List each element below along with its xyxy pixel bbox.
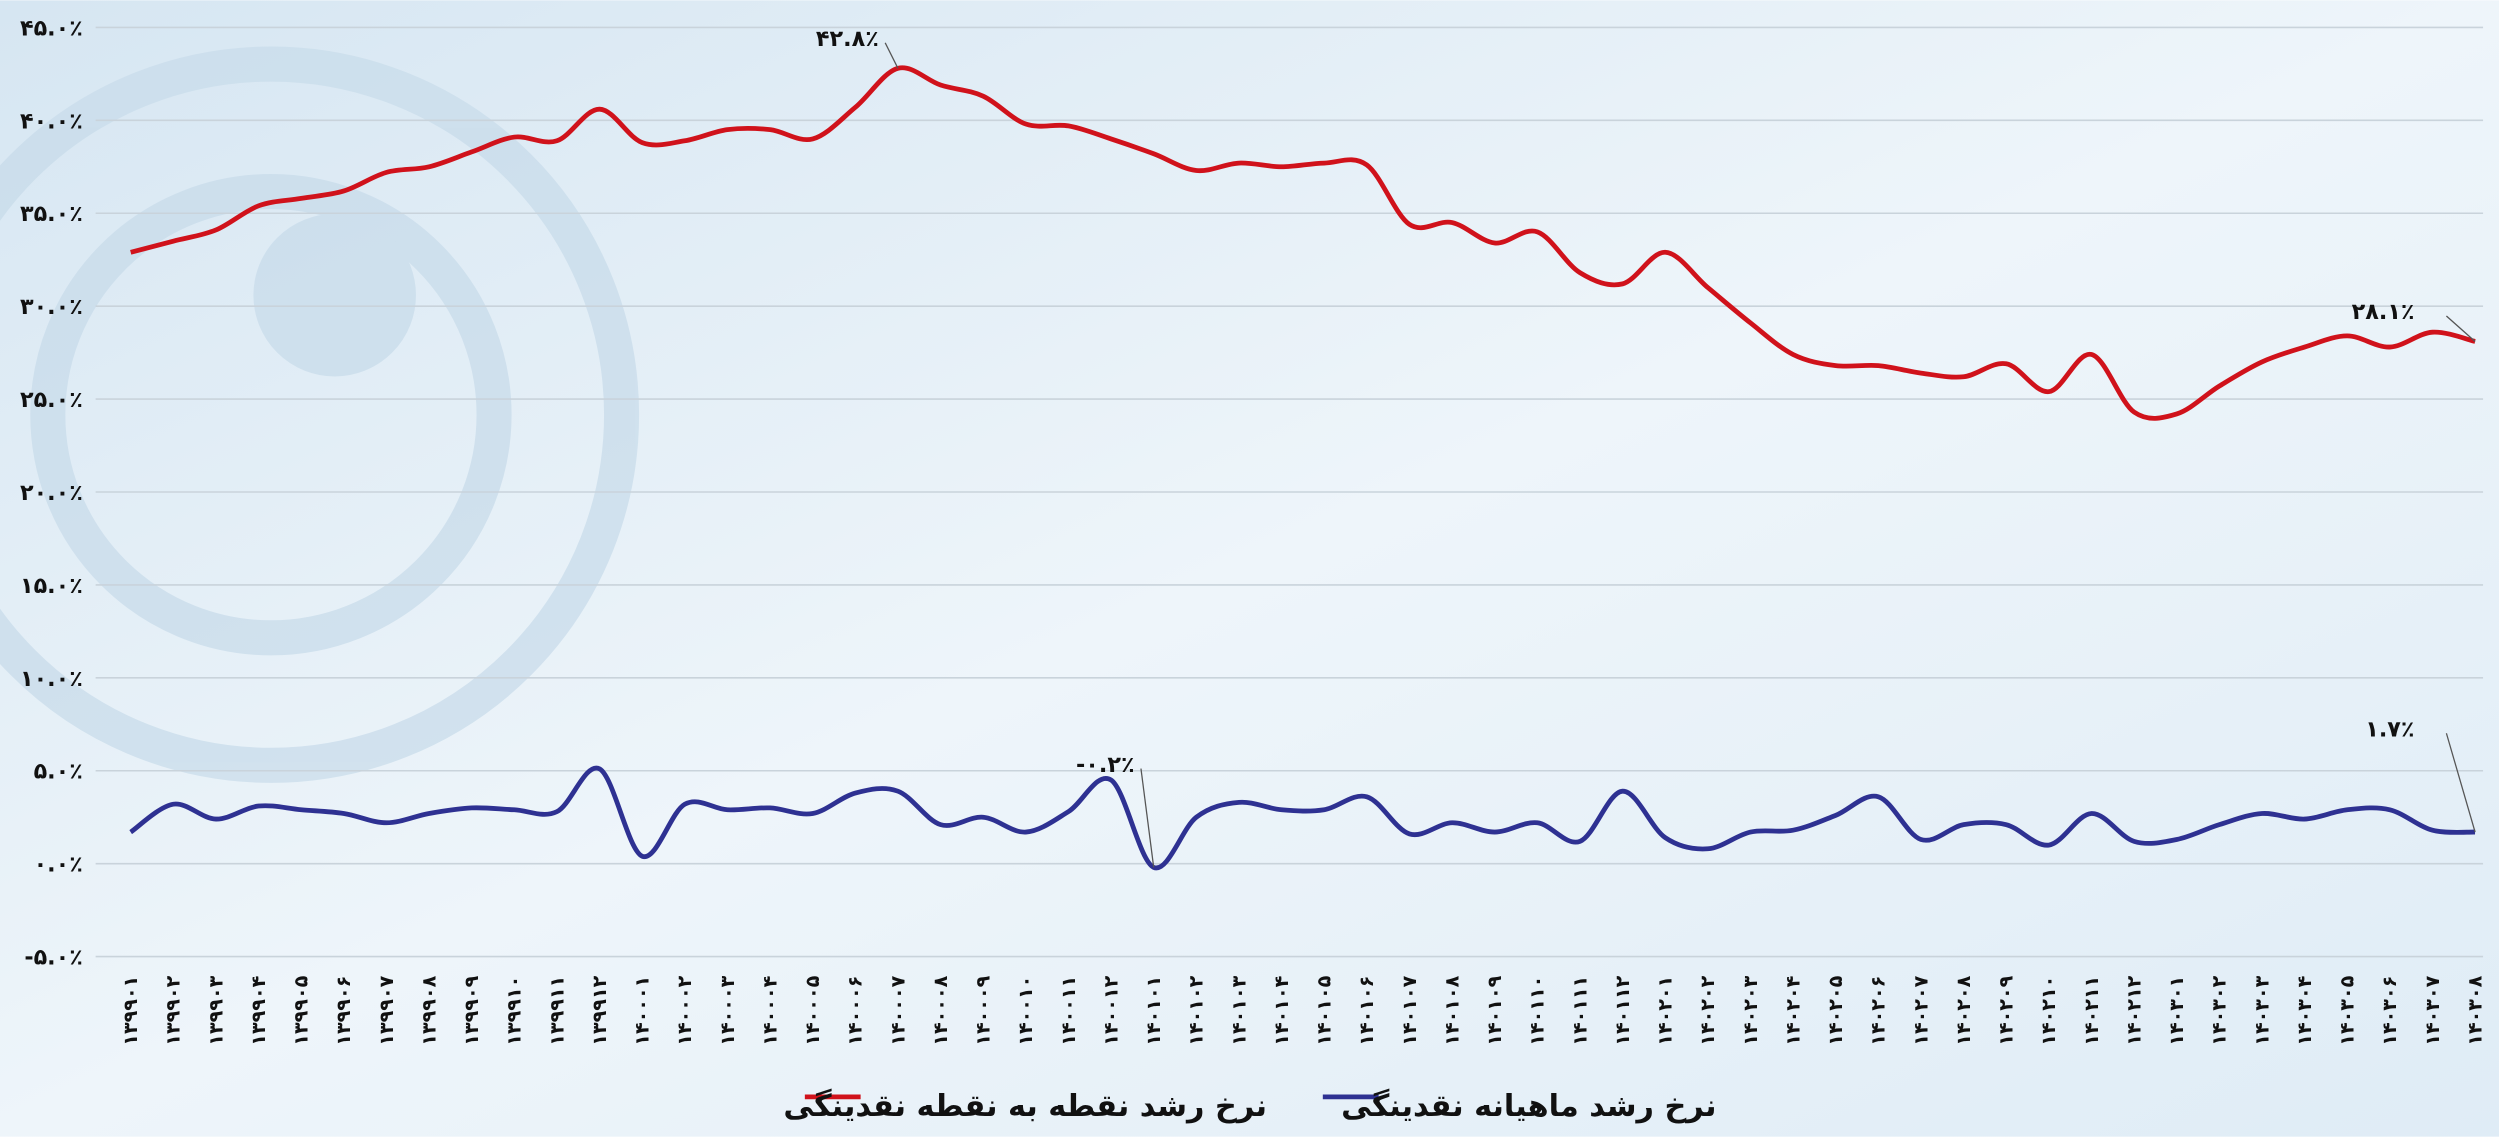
x-tick-label: ۱۴۰۲۰۷: [1909, 975, 1932, 1045]
x-tick-label: ۱۴۰۳۰۷: [2421, 975, 2444, 1045]
x-tick-label: ۱۴۰۱۰۲: [1185, 975, 1208, 1045]
y-tick-label: ۳۰.۰٪: [20, 294, 83, 320]
data-label: ۲۸.۱٪: [2352, 299, 2415, 325]
annotation-leader: [2445, 315, 2476, 342]
x-tick-label: ۱۴۰۰۰۵: [801, 975, 824, 1045]
x-tick-label: ۱۴۰۱۱۱: [1568, 976, 1591, 1046]
x-tick-label: ۱۴۰۲۰۴: [1781, 976, 1804, 1046]
x-tick-label: ۱۳۹۹۰۶: [332, 976, 355, 1046]
x-tick-label: ۱۴۰۰۱۲: [1099, 975, 1122, 1045]
y-tick-label: ۵.۰٪: [34, 759, 83, 785]
watermark: [0, 46, 639, 783]
x-tick-label: ۱۴۰۳۰۵: [2336, 975, 2359, 1045]
x-tick-label: ۱۳۹۹۰۹: [460, 975, 483, 1045]
legend-label: نرخ رشد نقطه به نقطه نقدینگی: [783, 1088, 1267, 1124]
y-tick-label: ۰.۰٪: [34, 852, 83, 878]
x-tick-label: ۱۴۰۳۰۱: [2165, 976, 2188, 1046]
series-line: [129, 765, 2476, 871]
x-tick-label: ۱۴۰۳۰۲: [2208, 975, 2231, 1045]
y-tick-label: ۲۵.۰٪: [20, 387, 83, 413]
x-tick-label: ۱۴۰۰۰۱: [631, 976, 654, 1046]
x-tick-label: ۱۴۰۱۰۶: [1355, 976, 1378, 1046]
x-tick-label: ۱۴۰۲۰۶: [1867, 976, 1890, 1046]
x-tick-label: ۱۴۰۰۱۱: [1057, 976, 1080, 1046]
x-tick-label: ۱۴۰۲۰۹: [1995, 975, 2018, 1045]
x-tick-label: ۱۳۹۹۰۸: [417, 975, 440, 1045]
series-line: [130, 65, 2476, 421]
x-tick-label: ۱۴۰۳۰۴: [2293, 976, 2316, 1046]
x-tick-label: ۱۴۰۲۰۱: [1654, 976, 1677, 1046]
data-label: ۴۲.۸٪: [816, 26, 879, 52]
plot: ۴۲.۸٪ ۲۸.۱٪ -۰.۲٪ ۱.۷٪: [129, 26, 2476, 871]
grid: -۵.۰٪ ۰.۰٪ ۵.۰٪ ۱۰.۰٪ ۱۵.۰٪ ۲۰.۰٪ ۲۵.۰٪ ۳۰.۰٪ ۳۵…: [20, 15, 2487, 1045]
y-tick-label: ۲۰.۰٪: [20, 480, 83, 506]
x-tick-label: ۱۴۰۳۰۸: [2463, 975, 2486, 1045]
legend-label: نرخ رشد ماهیانه نقدینگی: [1341, 1088, 1716, 1124]
x-tick-label: ۱۴۰۰۰۲: [673, 975, 696, 1045]
x-tick-label: ۱۴۰۳۰۶: [2378, 976, 2401, 1046]
x-tick-label: ۱۳۹۹۰۵: [290, 975, 313, 1045]
x-tick-label: ۱۴۰۲۰۲: [1696, 975, 1719, 1045]
data-label: ۱.۷٪: [2365, 716, 2414, 742]
y-tick-label: -۵.۰٪: [24, 945, 83, 971]
x-tick-label: ۱۴۰۳۰۳: [2250, 975, 2273, 1045]
x-tick-label: ۱۴۰۲۱۲: [2122, 975, 2145, 1045]
x-tick-label: ۱۳۹۹۰۷: [375, 975, 398, 1045]
x-tick-label: ۱۳۹۹۰۴: [247, 976, 270, 1046]
x-tick-label: ۱۴۰۰۱۰: [1014, 976, 1037, 1046]
x-tick-label: ۱۴۰۱۰۷: [1398, 975, 1421, 1045]
y-tick-label: ۴۰.۰٪: [20, 108, 83, 134]
x-tick-label: ۱۴۰۰۰۶: [844, 976, 867, 1046]
x-tick-label: ۱۴۰۲۰۳: [1739, 975, 1762, 1045]
x-tick-label: ۱۴۰۲۰۵: [1824, 975, 1847, 1045]
x-tick-label: ۱۴۰۲۰۸: [1952, 975, 1975, 1045]
annotation-leader: [1140, 768, 1155, 868]
annotation-leader: [2445, 733, 2476, 833]
x-tick-label: ۱۴۰۰۰۳: [716, 975, 739, 1045]
x-tick-label: ۱۴۰۲۱۱: [2080, 976, 2103, 1046]
x-tick-label: ۱۴۰۱۰۱: [1142, 976, 1165, 1046]
x-tick-label: ۱۴۰۰۰۴: [758, 976, 781, 1046]
x-tick-label: ۱۴۰۰۰۷: [886, 975, 909, 1045]
x-tick-label: ۱۴۰۰۰۸: [929, 975, 952, 1045]
x-tick-label: ۱۴۰۱۰۵: [1313, 975, 1336, 1045]
x-tick-label: ۱۴۰۱۰۴: [1270, 976, 1293, 1046]
y-tick-label: ۱۰.۰٪: [20, 666, 83, 692]
annotation-leader: [884, 42, 899, 69]
y-tick-label: ۳۵.۰٪: [20, 201, 83, 227]
x-tick-label: ۱۴۰۲۱۰: [2037, 976, 2060, 1046]
x-tick-label: ۱۴۰۱۱۲: [1611, 975, 1634, 1045]
x-tick-label: ۱۴۰۱۰۹: [1483, 975, 1506, 1045]
x-tick-label: ۱۳۹۹۰۲: [162, 975, 185, 1045]
x-tick-label: ۱۴۰۱۰۳: [1227, 975, 1250, 1045]
x-tick-label: ۱۴۰۱۱۰: [1526, 976, 1549, 1046]
x-tick-label: ۱۴۰۰۰۹: [972, 975, 995, 1045]
x-tick-label: ۱۳۹۹۱۱: [545, 976, 568, 1046]
y-tick-label: ۱۵.۰٪: [20, 573, 83, 599]
data-label: -۰.۲٪: [1076, 752, 1135, 778]
x-tick-label: ۱۳۹۹۱۲: [588, 975, 611, 1045]
x-tick-label: ۱۳۹۹۰۱: [119, 976, 142, 1046]
x-tick-label: ۱۴۰۱۰۸: [1440, 975, 1463, 1045]
x-tick-label: ۱۳۹۹۱۰: [503, 976, 526, 1046]
x-tick-label: ۱۳۹۹۰۳: [204, 975, 227, 1045]
y-tick-label: ۴۵.۰٪: [20, 15, 83, 41]
